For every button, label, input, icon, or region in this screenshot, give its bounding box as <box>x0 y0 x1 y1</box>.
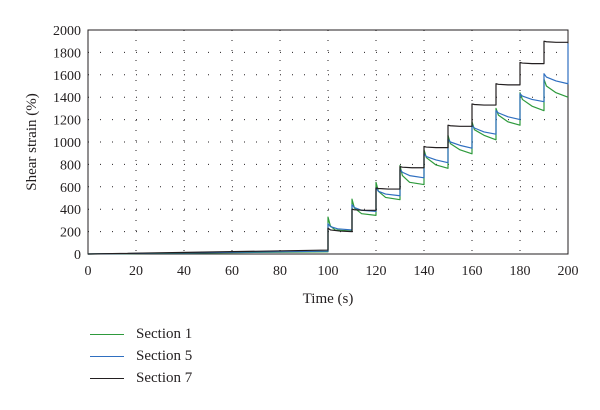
x-axis-label: Time (s) <box>303 291 354 307</box>
legend-item-section-7: Section 7 <box>90 367 192 389</box>
legend-label-section-1: Section 1 <box>136 325 193 342</box>
y-axis: 0 200 400 600 800 1000 1200 1400 1600 1800 2000 <box>53 24 81 263</box>
series-line-section-5 <box>87 43 569 255</box>
y-tick-label: 1000 <box>53 136 81 151</box>
y-tick-label: 600 <box>60 181 81 196</box>
legend: Section 1 Section 5 Section 7 <box>90 323 192 389</box>
y-tick-label: 1400 <box>53 91 81 106</box>
shear-strain-chart: 0 20 40 60 80 100 120 140 160 180 200 0 200 400 600 80… <box>24 24 579 307</box>
x-tick-label: 140 <box>414 264 435 279</box>
legend-swatch-section-7 <box>90 377 124 379</box>
x-tick-label: 20 <box>129 264 143 279</box>
plot-area <box>87 29 569 255</box>
x-tick-label: 80 <box>273 264 287 279</box>
legend-label-section-7: Section 7 <box>136 369 193 386</box>
y-tick-label: 1600 <box>53 69 81 84</box>
x-tick-label: 120 <box>366 264 387 279</box>
x-tick-label: 60 <box>225 264 239 279</box>
y-tick-label: 200 <box>60 226 81 241</box>
legend-item-section-5: Section 5 <box>90 345 192 367</box>
series-lines <box>87 40 569 255</box>
legend-swatch-section-1 <box>90 333 124 335</box>
x-tick-label: 100 <box>318 264 339 279</box>
y-tick-label: 0 <box>74 248 81 263</box>
x-tick-label: 180 <box>510 264 531 279</box>
x-axis: 0 20 40 60 80 100 120 140 160 180 200 <box>85 264 579 279</box>
x-tick-label: 160 <box>462 264 483 279</box>
y-tick-label: 1200 <box>53 114 81 129</box>
x-tick-label: 40 <box>177 264 191 279</box>
y-tick-label: 1800 <box>53 46 81 61</box>
legend-item-section-1: Section 1 <box>90 323 192 345</box>
y-axis-label: Shear strain (%) <box>24 93 40 190</box>
y-tick-label: 800 <box>60 158 81 173</box>
legend-swatch-section-5 <box>90 355 124 357</box>
series-line-section-7 <box>87 40 568 255</box>
y-tick-label: 2000 <box>53 24 81 39</box>
x-tick-label: 200 <box>558 264 579 279</box>
y-tick-label: 400 <box>60 203 81 218</box>
legend-label-section-5: Section 5 <box>136 347 193 364</box>
x-tick-label: 0 <box>85 264 92 279</box>
